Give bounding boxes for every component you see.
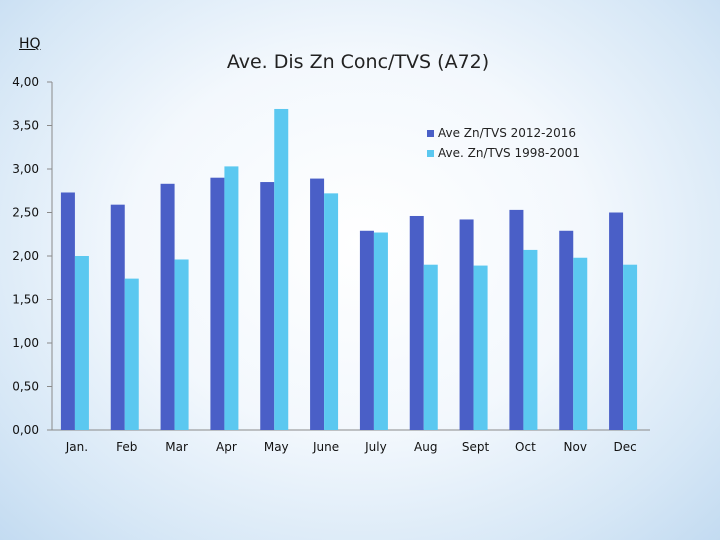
bar-series-2 — [573, 257, 588, 430]
bar-series-2 — [423, 264, 438, 430]
y-tick-label: 3,50 — [12, 119, 39, 133]
x-tick-labels: Jan. Feb Mar Apr May June July Aug Sept Oct Nov Dec — [65, 440, 637, 454]
chart-title: Ave. Dis Zn Conc/TVS (A72) — [227, 51, 489, 73]
bar-series-1 — [409, 215, 424, 430]
x-tick-label: July — [364, 440, 387, 454]
y-tick-label: 3,00 — [12, 162, 39, 176]
bar-series-1 — [359, 230, 374, 430]
bar-series-2 — [224, 166, 239, 430]
bar-series-2 — [74, 256, 89, 430]
x-tick-label: Mar — [165, 440, 188, 454]
x-tick-label: Apr — [216, 440, 237, 454]
x-tick-label: Oct — [515, 440, 536, 454]
bar-series-1 — [459, 219, 474, 430]
y-tick-label: 2,50 — [12, 206, 39, 220]
bar-series-1 — [609, 212, 624, 430]
legend-label: Ave. Zn/TVS 1998-2001 — [438, 146, 580, 160]
bar-series-1 — [509, 209, 524, 430]
bar-series-1 — [260, 182, 275, 430]
y-tick-label: 0,00 — [12, 423, 39, 437]
bar-series-2 — [373, 232, 388, 430]
legend-swatch — [427, 130, 434, 137]
x-tick-label: Dec — [613, 440, 636, 454]
y-tick-label: 4,00 — [12, 75, 39, 89]
bars — [60, 108, 638, 430]
x-tick-label: Feb — [116, 440, 137, 454]
legend: Ave Zn/TVS 2012-2016 Ave. Zn/TVS 1998-200… — [427, 126, 580, 160]
bar-series-2 — [523, 249, 538, 430]
bar-series-1 — [210, 177, 225, 430]
x-tick-label: May — [264, 440, 289, 454]
bar-series-1 — [160, 183, 175, 430]
legend-label: Ave Zn/TVS 2012-2016 — [438, 126, 576, 140]
y-tick-label: 1,50 — [12, 293, 39, 307]
bar-series-2 — [623, 264, 638, 430]
x-tick-label: June — [312, 440, 339, 454]
bar-series-1 — [110, 204, 125, 430]
bar-series-1 — [310, 178, 325, 430]
bar-series-2 — [174, 259, 189, 430]
bar-series-2 — [473, 265, 488, 430]
legend-swatch — [427, 150, 434, 157]
y-ticks: 0,00 0,50 1,00 1,50 2,00 2,50 3,00 3,50 4,00 — [12, 75, 52, 437]
hq-label: HQ — [19, 36, 41, 52]
bar-series-2 — [274, 108, 289, 430]
x-tick-label: Sept — [462, 440, 490, 454]
y-tick-label: 1,00 — [12, 336, 39, 350]
x-tick-label: Aug — [414, 440, 437, 454]
bar-series-2 — [124, 278, 139, 430]
y-tick-label: 2,00 — [12, 249, 39, 263]
bar-series-1 — [559, 230, 574, 430]
bar-series-1 — [60, 192, 75, 430]
y-tick-label: 0,50 — [12, 380, 39, 394]
bar-series-2 — [324, 193, 339, 430]
x-tick-label: Jan. — [65, 440, 88, 454]
x-tick-label: Nov — [564, 440, 587, 454]
